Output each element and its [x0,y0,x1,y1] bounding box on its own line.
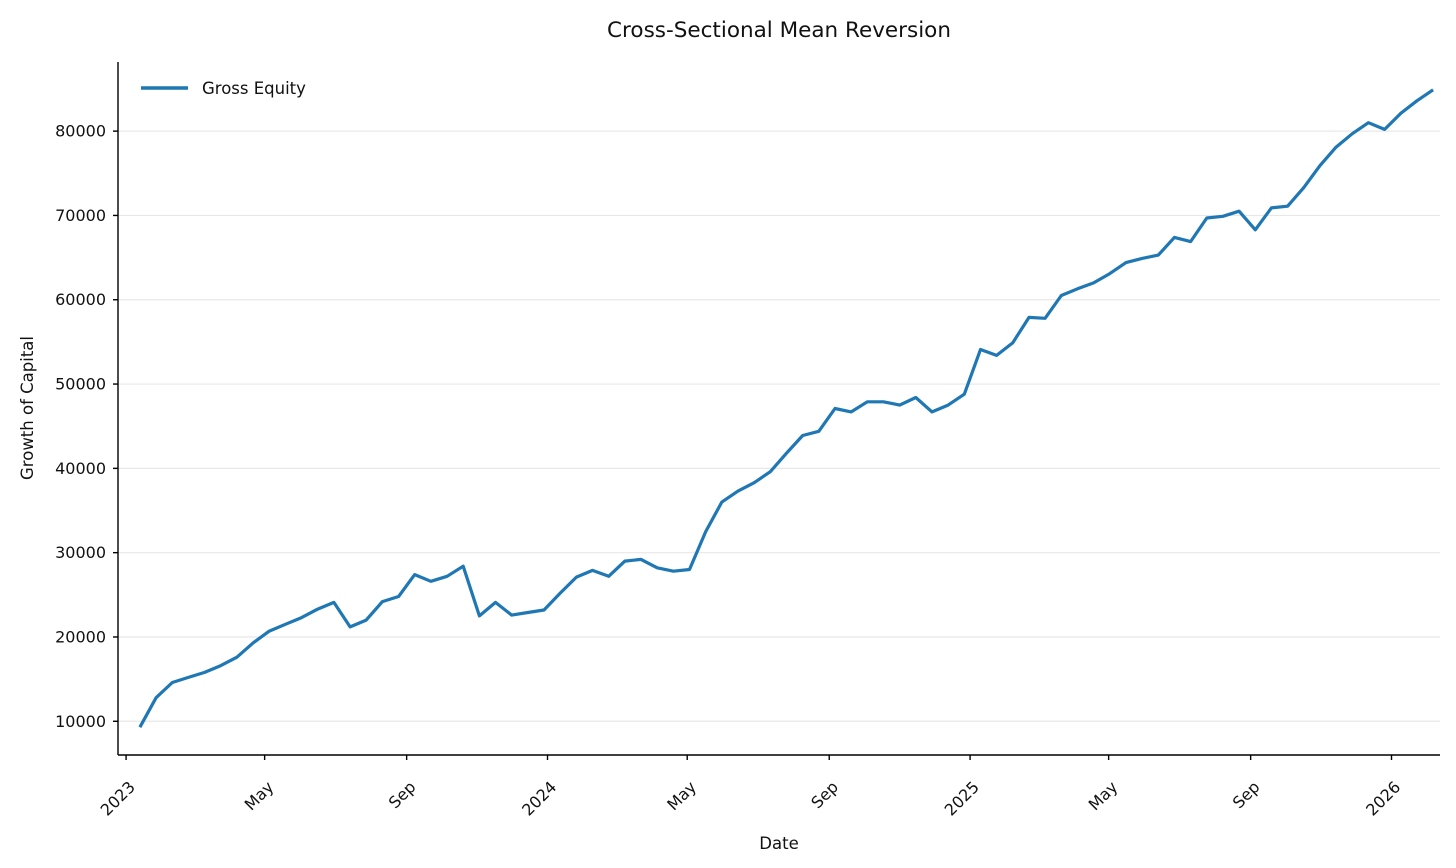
legend: Gross Equity [141,79,306,98]
x-tick-label: 2026 [1362,777,1404,819]
x-tick-label: 2024 [518,777,560,819]
axes: 10000 20000 30000 40000 50000 60000 70000 80000… [55,62,1440,820]
x-axis-label: Date [759,834,798,853]
x-tick-label: Sep [385,777,420,812]
x-tick-label: May [1085,777,1122,814]
x-tick-label: May [241,777,278,814]
y-tick-label: 80000 [55,122,106,141]
y-tick-label: 20000 [55,627,106,646]
chart-title: Cross-Sectional Mean Reversion [607,18,951,43]
series-line-gross-equity [138,88,1434,728]
y-tick-label: 40000 [55,459,106,478]
y-axis-label: Growth of Capital [18,336,37,480]
x-tick-label: Sep [1229,777,1264,812]
legend-label: Gross Equity [202,79,306,98]
y-tick-label: 60000 [55,290,106,309]
x-tick-label: 2023 [97,777,139,819]
x-tick-label: May [663,777,700,814]
y-tick-label: 70000 [55,206,106,225]
y-tick-label: 10000 [55,712,106,731]
gridlines [118,130,1440,722]
y-tick-label: 30000 [55,543,106,562]
x-tick-label: 2025 [941,777,983,819]
x-tick-label: Sep [807,777,842,812]
series [138,88,1434,728]
y-tick-label: 50000 [55,375,106,394]
